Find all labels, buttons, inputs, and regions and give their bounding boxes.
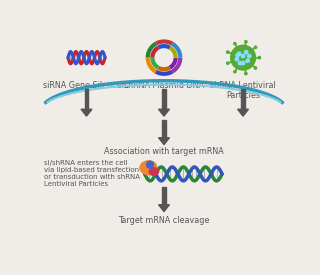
Circle shape bbox=[240, 55, 246, 60]
Circle shape bbox=[236, 51, 250, 65]
Bar bbox=[162, 120, 166, 138]
Circle shape bbox=[245, 40, 247, 43]
Bar bbox=[162, 187, 166, 205]
Circle shape bbox=[232, 46, 254, 69]
Ellipse shape bbox=[147, 161, 154, 168]
Circle shape bbox=[248, 54, 251, 58]
Circle shape bbox=[241, 56, 245, 59]
Circle shape bbox=[241, 54, 245, 58]
Circle shape bbox=[254, 46, 257, 48]
Text: Target mRNA cleavage: Target mRNA cleavage bbox=[118, 216, 210, 225]
Circle shape bbox=[237, 52, 241, 56]
Ellipse shape bbox=[149, 168, 159, 175]
Circle shape bbox=[246, 59, 249, 62]
Circle shape bbox=[234, 42, 236, 45]
Circle shape bbox=[237, 52, 249, 64]
Circle shape bbox=[234, 70, 236, 73]
Circle shape bbox=[233, 47, 253, 68]
Circle shape bbox=[244, 51, 248, 54]
Circle shape bbox=[235, 57, 238, 61]
Text: si/shRNA enters the cell
via lipid-based transfection
or transduction with shRNA: si/shRNA enters the cell via lipid-based… bbox=[44, 160, 140, 187]
Circle shape bbox=[258, 56, 260, 59]
Polygon shape bbox=[159, 205, 169, 212]
Circle shape bbox=[245, 72, 247, 75]
Text: siRNA Gene Silencers: siRNA Gene Silencers bbox=[44, 81, 130, 90]
Circle shape bbox=[238, 61, 242, 65]
Circle shape bbox=[234, 48, 252, 67]
Circle shape bbox=[227, 62, 229, 64]
Circle shape bbox=[235, 50, 251, 66]
Polygon shape bbox=[159, 138, 169, 145]
Circle shape bbox=[241, 61, 245, 65]
Bar bbox=[241, 89, 245, 109]
Circle shape bbox=[239, 54, 247, 62]
Text: Association with target mRNA: Association with target mRNA bbox=[104, 147, 224, 156]
Circle shape bbox=[242, 57, 244, 58]
Polygon shape bbox=[81, 109, 92, 116]
Circle shape bbox=[231, 45, 255, 70]
Circle shape bbox=[236, 54, 239, 57]
Polygon shape bbox=[159, 109, 169, 116]
Text: shRNA Lentiviral
Particles: shRNA Lentiviral Particles bbox=[210, 81, 276, 100]
Polygon shape bbox=[238, 109, 248, 116]
Bar bbox=[162, 89, 166, 109]
Circle shape bbox=[227, 51, 229, 53]
Text: shRNA Plasmid DNA: shRNA Plasmid DNA bbox=[124, 81, 204, 90]
Bar bbox=[84, 89, 88, 109]
Circle shape bbox=[231, 45, 255, 70]
Ellipse shape bbox=[140, 161, 157, 175]
Circle shape bbox=[238, 53, 248, 63]
Circle shape bbox=[254, 67, 257, 69]
